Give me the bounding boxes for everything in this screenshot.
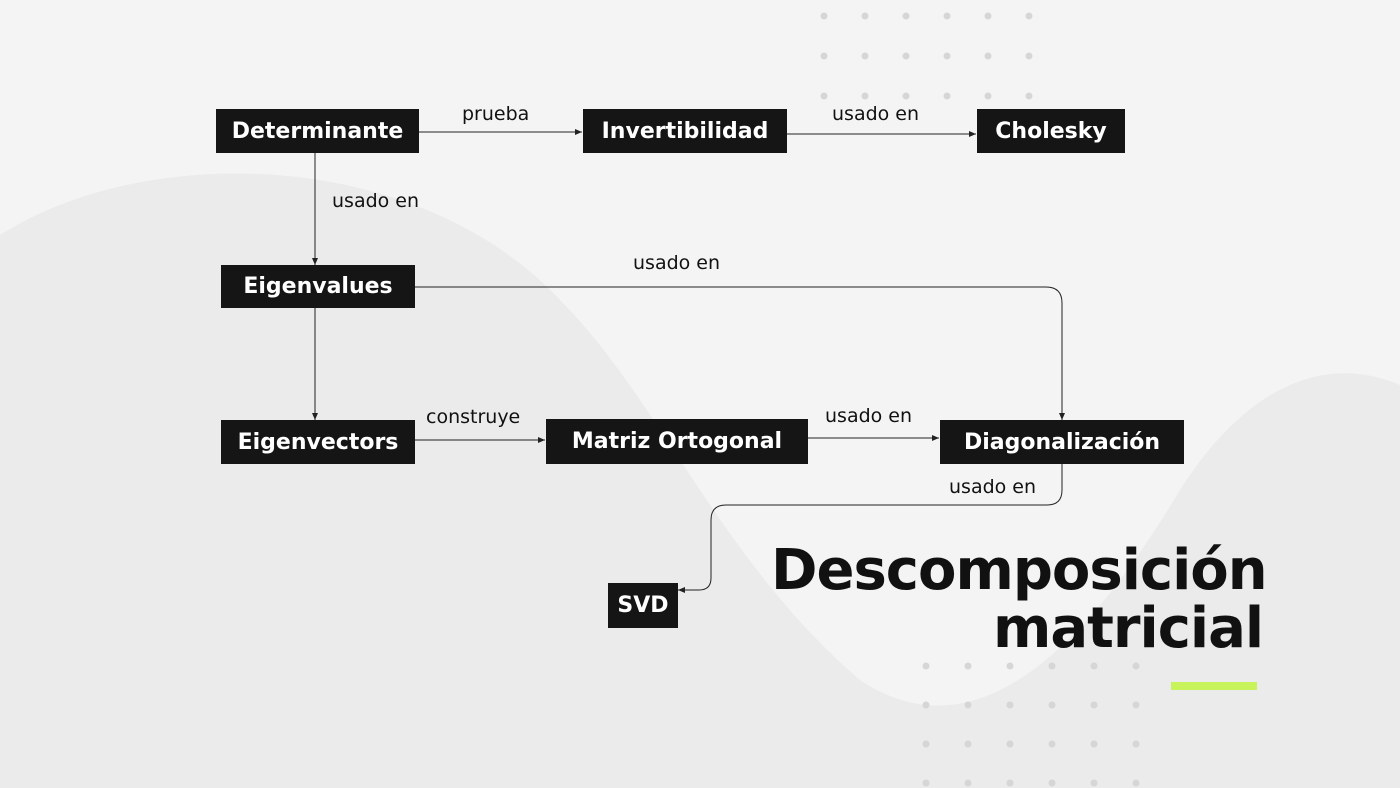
- decor-dot: [902, 92, 910, 100]
- decor-dot: [1132, 701, 1140, 709]
- decor-dot: [1048, 662, 1056, 670]
- edge-label-usado-en-cholesky: usado en: [832, 103, 920, 125]
- decor-dot: [943, 12, 951, 20]
- edge-label-construye: construye: [426, 406, 521, 428]
- decor-dot: [1132, 779, 1140, 787]
- decor-dot: [1006, 662, 1014, 670]
- decor-dot: [902, 52, 910, 60]
- decor-dot: [861, 52, 869, 60]
- title-accent-bar: [1171, 682, 1257, 690]
- edge-label-usado-en-eigenvalues: usado en: [332, 190, 420, 212]
- edge-label-prueba: prueba: [462, 103, 530, 125]
- dot-grid-bottom: [922, 662, 1140, 787]
- node-svd: SVD: [608, 583, 678, 628]
- decor-dot: [1048, 779, 1056, 787]
- decor-dot: [922, 779, 930, 787]
- decor-dot: [1006, 740, 1014, 748]
- decor-dot: [943, 52, 951, 60]
- title-line-1: Descomposición: [771, 538, 1268, 603]
- decor-dot: [902, 12, 910, 20]
- decor-dot: [922, 701, 930, 709]
- decor-dot: [1048, 740, 1056, 748]
- decor-dot: [964, 740, 972, 748]
- node-determinante: Determinante: [216, 109, 419, 153]
- node-matriz-ortogonal: Matriz Ortogonal: [546, 419, 808, 464]
- node-eigenvectors: Eigenvectors: [221, 420, 415, 464]
- edges: [312, 129, 1065, 593]
- edge-eigenvalues-diagonalizacion: [414, 286, 1065, 420]
- node-invertibilidad: Invertibilidad: [583, 109, 787, 153]
- decor-dot: [1006, 701, 1014, 709]
- edge-label-usado-en-svd: usado en: [949, 476, 1037, 498]
- title-line-2: matricial: [993, 596, 1264, 661]
- decor-dot: [861, 92, 869, 100]
- decor-dot: [1132, 662, 1140, 670]
- background-wave: [0, 173, 1400, 788]
- decor-dot: [1025, 12, 1033, 20]
- edge-label-usado-en-diagonalizacion-top: usado en: [633, 252, 721, 274]
- decor-dot: [820, 52, 828, 60]
- decor-dot: [964, 779, 972, 787]
- decor-dot: [1025, 52, 1033, 60]
- decor-dot: [1090, 662, 1098, 670]
- dot-grid-top: [820, 12, 1033, 100]
- decor-dot: [922, 740, 930, 748]
- decor-dot: [943, 92, 951, 100]
- decor-dot: [1048, 701, 1056, 709]
- decor-dot: [820, 92, 828, 100]
- decor-dot: [922, 662, 930, 670]
- edge-label-usado-en-diagonalizacion: usado en: [825, 405, 913, 427]
- node-cholesky: Cholesky: [977, 109, 1125, 153]
- decor-dot: [1025, 92, 1033, 100]
- decor-dot: [964, 662, 972, 670]
- node-diagonalizacion: Diagonalización: [940, 420, 1184, 464]
- decor-dot: [861, 12, 869, 20]
- decor-dot: [1090, 740, 1098, 748]
- decor-dot: [1132, 740, 1140, 748]
- decor-dot: [1006, 779, 1014, 787]
- decor-dot: [964, 701, 972, 709]
- decor-dot: [820, 12, 828, 20]
- decor-dot: [984, 52, 992, 60]
- node-eigenvalues: Eigenvalues: [221, 265, 415, 308]
- decor-dot: [1090, 701, 1098, 709]
- decor-dot: [1090, 779, 1098, 787]
- edge-diagonalizacion-svd: [678, 464, 1063, 593]
- decor-dot: [984, 92, 992, 100]
- decor-dot: [984, 12, 992, 20]
